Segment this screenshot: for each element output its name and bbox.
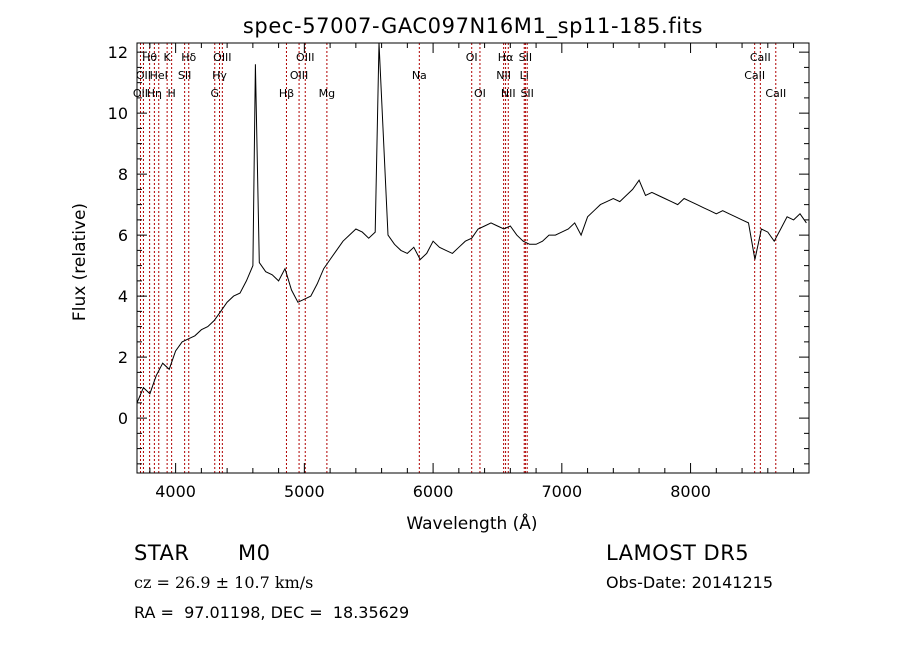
line-label: OII <box>136 69 151 82</box>
y-tick-label: 8 <box>118 165 128 184</box>
line-label: Hα <box>498 51 514 64</box>
line-label: SII <box>178 69 191 82</box>
line-label: Hη <box>147 87 162 100</box>
line-label: H <box>167 87 175 100</box>
plot-frame <box>136 42 810 474</box>
x-axis-ticks: 4000 5000 6000 7000 8000 <box>149 43 795 501</box>
object-subclass: M0 <box>238 541 271 565</box>
x-axis-label: Wavelength (Å) <box>406 512 537 534</box>
observation-date: Obs-Date: 20141215 <box>606 573 774 592</box>
x-tick-label: 4000 <box>155 482 196 501</box>
line-label: Li <box>520 69 529 82</box>
line-label: K <box>164 51 172 64</box>
x-tick-label: 8000 <box>670 482 711 501</box>
line-label: OIII <box>296 51 314 64</box>
line-label: Hθ <box>142 51 157 64</box>
y-axis-label: Flux (relative) <box>70 203 90 321</box>
sky-coordinates: RA = 97.01198, DEC = 18.35629 <box>134 603 410 622</box>
line-label: SII <box>519 51 532 64</box>
line-label: NII <box>496 69 511 82</box>
line-label: Hγ <box>212 69 227 82</box>
emission-line-markers <box>139 43 777 473</box>
line-label: CaII <box>750 51 771 64</box>
spectrum-line <box>136 42 807 404</box>
line-label: Hβ <box>279 87 294 100</box>
line-label: OIII <box>290 69 308 82</box>
x-tick-label: 7000 <box>541 482 582 501</box>
x-tick-label: 5000 <box>284 482 325 501</box>
y-tick-label: 4 <box>118 287 128 306</box>
line-label: SII <box>520 87 533 100</box>
emission-line-labels: OIIOIIHθHηHeIKHSIIHδGHγOIIIHβOIIIOIIIMgN… <box>133 51 786 100</box>
y-axis-ticks: 0 2 4 6 8 10 12 <box>108 43 809 465</box>
line-label: G <box>210 87 219 100</box>
line-label: Na <box>412 69 427 82</box>
object-class: STAR <box>134 541 190 565</box>
y-tick-label: 12 <box>108 43 128 62</box>
x-tick-label: 6000 <box>413 482 454 501</box>
line-label: CaII <box>765 87 786 100</box>
line-label: Hδ <box>181 51 196 64</box>
line-label: HeI <box>150 69 168 82</box>
line-label: OI <box>474 87 486 100</box>
survey-name: LAMOST DR5 <box>606 541 750 565</box>
redshift-velocity: cz = 26.9 ± 10.7 km/s <box>134 573 314 592</box>
y-tick-label: 10 <box>108 104 128 123</box>
y-tick-label: 6 <box>118 226 128 245</box>
line-label: CaII <box>744 69 765 82</box>
y-tick-label: 2 <box>118 348 128 367</box>
line-label: Mg <box>319 87 335 100</box>
line-label: NII <box>501 87 516 100</box>
line-label: OIII <box>213 51 231 64</box>
line-label: OI <box>466 51 478 64</box>
y-tick-label: 0 <box>118 409 128 428</box>
chart-title: spec-57007-GAC097N16M1_sp11-185.fits <box>243 14 703 39</box>
